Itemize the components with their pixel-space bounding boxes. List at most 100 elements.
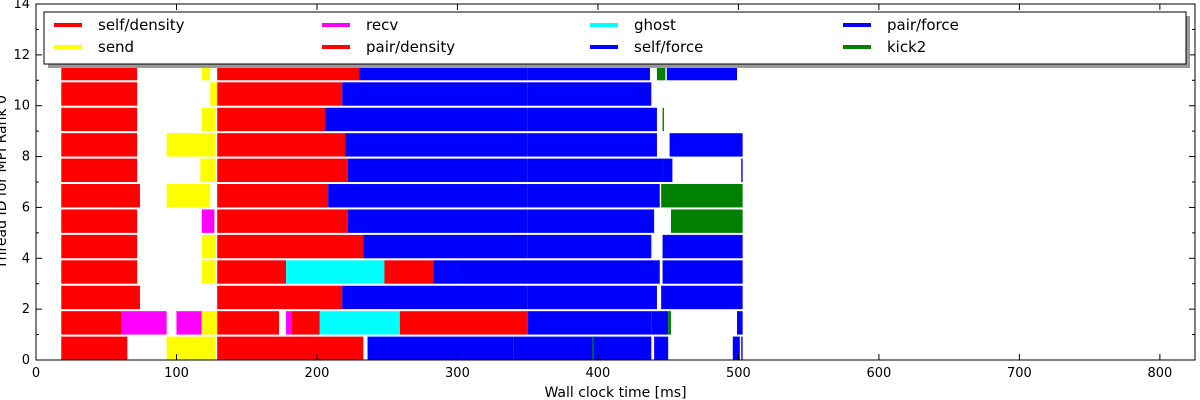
task-bar-pair-density <box>217 209 348 233</box>
legend-label: recv <box>366 16 398 34</box>
task-bar-pair-density <box>291 311 320 335</box>
y-axis-label: Thread ID for MPI Rank 0 <box>0 95 10 270</box>
task-bar-send <box>201 107 216 132</box>
task-bar-pair-density <box>217 260 287 284</box>
task-bar-pair-force <box>513 336 652 360</box>
task-bar-pair-force <box>527 133 657 157</box>
task-bar-pair-force <box>527 285 657 310</box>
y-tick-label: 0 <box>22 353 30 368</box>
task-bar-recv <box>286 311 292 335</box>
task-bar-pair-density <box>323 285 343 310</box>
task-bar-self-force <box>367 336 514 360</box>
task-bar-pair-force <box>651 311 669 335</box>
task-bar-self-force <box>732 336 740 360</box>
y-tick-label: 8 <box>22 150 30 165</box>
y-tick-label: 6 <box>22 200 30 215</box>
task-bar-self-density <box>61 234 138 259</box>
y-tick-label: 2 <box>22 302 30 317</box>
y-axis-ticks: 0 2 4 6 8 10 12 14 <box>13 0 1195 368</box>
task-bar-send <box>201 311 218 335</box>
task-bar-self-force <box>654 336 669 360</box>
task-bar-send <box>166 133 216 157</box>
x-tick-label: 300 <box>445 366 470 381</box>
task-bar-pair-force <box>662 260 743 284</box>
y-tick-label: 14 <box>13 0 30 12</box>
task-bar-self-density <box>61 158 138 182</box>
task-bars <box>61 56 743 360</box>
task-bar-send <box>166 184 211 208</box>
y-tick-label: 10 <box>13 99 30 114</box>
task-bar-pair-force <box>527 82 652 106</box>
task-bar-pair-density <box>217 133 346 157</box>
x-axis-label: Wall clock time [ms] <box>544 385 686 400</box>
task-bar-recv <box>176 311 202 335</box>
task-bar-pair-force <box>527 209 655 233</box>
y-tick-label: 4 <box>22 251 30 266</box>
task-bar-pair-density <box>399 311 528 335</box>
legend-label: self/density <box>98 16 185 34</box>
task-bar-pair-force <box>527 158 663 182</box>
task-bar-self-force <box>363 234 528 259</box>
task-bar-self-force <box>342 285 528 310</box>
task-bar-kick2 <box>668 311 671 335</box>
task-bar-self-force <box>347 209 528 233</box>
task-bar-pair-density <box>384 260 434 284</box>
task-bar-ghost <box>319 311 400 335</box>
legend-label: send <box>98 38 134 56</box>
task-bar-pair-density <box>217 234 364 259</box>
task-bar-send <box>201 234 216 259</box>
legend-label: ghost <box>634 16 676 34</box>
task-bar-pair-force <box>527 107 657 132</box>
x-tick-label: 0 <box>32 366 40 381</box>
task-bar-self-density <box>61 336 128 360</box>
task-bar-self-force <box>325 107 528 132</box>
task-bar-pair-density <box>217 311 280 335</box>
task-bar-recv <box>201 209 215 233</box>
task-bar-pair-density <box>217 107 326 132</box>
x-tick-label: 200 <box>305 366 330 381</box>
task-bar-pair-density <box>217 184 329 208</box>
task-bar-send <box>201 56 211 81</box>
task-bar-kick2 <box>670 209 743 233</box>
legend-box <box>43 11 1187 65</box>
x-tick-label: 700 <box>1007 366 1032 381</box>
task-bar-self-force <box>741 158 743 182</box>
task-bar-pair-force <box>662 234 743 259</box>
legend: self/density send recv pair/density ghost sel… <box>43 11 1190 68</box>
legend-label: self/force <box>634 38 703 56</box>
legend-label: kick2 <box>887 38 926 56</box>
task-bar-self-density <box>61 209 138 233</box>
x-tick-label: 500 <box>726 366 751 381</box>
task-bar-send <box>200 158 216 182</box>
task-bar-pair-force <box>527 184 660 208</box>
x-tick-label: 800 <box>1147 366 1172 381</box>
task-bar-self-force <box>328 184 528 208</box>
task-bar-pair-density <box>217 336 364 360</box>
task-bar-self-density <box>61 311 122 335</box>
task-bar-kick2 <box>661 184 743 208</box>
x-tick-label: 600 <box>866 366 891 381</box>
task-bar-recv <box>121 311 167 335</box>
task-bar-self-density <box>61 285 140 310</box>
legend-label: pair/density <box>366 38 455 56</box>
task-bar-pair-density <box>217 285 324 310</box>
task-bar-send <box>210 82 218 106</box>
x-tick-label: 400 <box>586 366 611 381</box>
task-bar-pair-force <box>669 133 743 157</box>
task-bar-pair-force <box>457 260 660 284</box>
task-bar-pair-force <box>527 234 652 259</box>
task-bar-self-force <box>662 158 673 182</box>
task-bar-self-force <box>527 311 652 335</box>
y-tick-label: 12 <box>13 48 30 63</box>
task-bar-pair-force <box>661 285 743 310</box>
task-bar-self-force <box>345 133 528 157</box>
task-bar-self-density <box>61 107 138 132</box>
task-bar-pair-density <box>217 82 343 106</box>
x-axis-ticks: 0 100 200 300 400 500 600 700 800 <box>32 4 1172 381</box>
task-bar-pair-density <box>217 158 348 182</box>
task-bar-self-force <box>737 311 743 335</box>
task-bar-self-density <box>61 133 138 157</box>
task-bar-self-force <box>342 82 528 106</box>
task-bar-self-density <box>61 260 138 284</box>
task-bar-kick2 <box>592 336 594 360</box>
